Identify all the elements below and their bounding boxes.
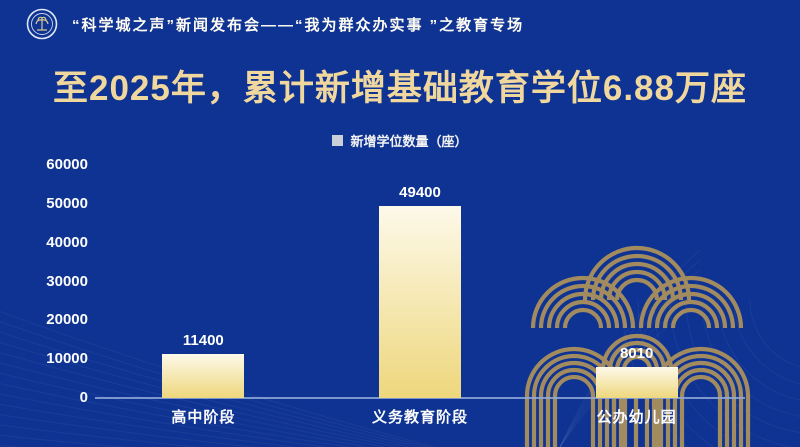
bar-category-label: 高中阶段 [171, 409, 236, 426]
bar [595, 367, 678, 398]
y-axis-tick-label: 0 [79, 389, 88, 406]
bar-value-label: 11400 [182, 332, 224, 349]
bar-category-label: 义务教育阶段 [371, 409, 468, 426]
y-axis-tick-label: 60000 [46, 156, 88, 173]
header-title: “科学城之声”新闻发布会——“我为群众办实事 ”之教育专场 [72, 16, 525, 34]
bar [379, 206, 461, 398]
y-axis-tick-label: 10000 [46, 350, 88, 368]
header-bar: “科学城之声”新闻发布会——“我为群众办实事 ”之教育专场 [26, 8, 524, 40]
bar-value-label: 8010 [619, 345, 654, 362]
science-city-emblem-icon [26, 8, 58, 40]
y-axis-tick-label: 40000 [46, 233, 88, 251]
main-title: 至2025年，累计新增基础教育学位6.88万座 [53, 69, 747, 108]
legend-swatch-icon [332, 135, 344, 146]
chart-legend: 新增学位数量（座） [0, 131, 800, 150]
bar [162, 354, 245, 398]
y-axis-tick-label: 50000 [46, 194, 88, 212]
bar-value-label: 49400 [399, 184, 441, 201]
bar-category-label: 公办幼儿园 [596, 409, 677, 426]
x-axis-line [95, 397, 745, 399]
y-axis-tick-label: 20000 [46, 311, 88, 329]
y-axis-tick-label: 30000 [46, 272, 88, 290]
legend-label: 新增学位数量（座） [350, 134, 468, 149]
